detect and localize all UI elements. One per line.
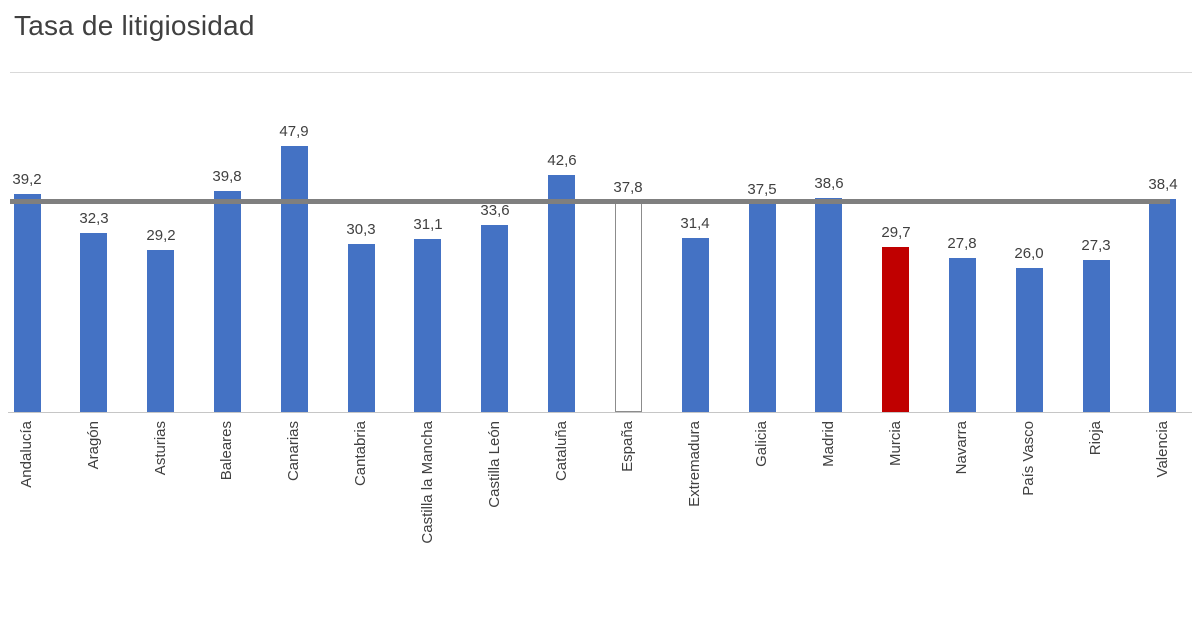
bar-navarra	[949, 258, 976, 412]
x-axis-label-andalucia: Andalucía	[18, 421, 35, 488]
bar-aragon	[80, 233, 107, 412]
x-axis-label-aragon: Aragón	[85, 421, 102, 470]
bar-value-label-murcia: 29,7	[881, 224, 911, 241]
bar-value-label-andalucia: 39,2	[12, 171, 42, 188]
bar-cataluna	[548, 175, 575, 412]
bar-value-label-navarra: 27,8	[947, 235, 977, 252]
bar-madrid	[815, 198, 842, 412]
bar-extremadura	[682, 238, 709, 412]
bar-castilla-la-mancha	[414, 239, 441, 412]
bar-rioja	[1083, 260, 1110, 412]
bar-cantabria	[348, 244, 375, 412]
x-axis-label-pais-vasco: País Vasco	[1020, 421, 1037, 496]
bar-value-label-galicia: 37,5	[747, 181, 777, 198]
x-axis-label-cantabria: Cantabria	[352, 421, 369, 487]
bar-value-label-valencia: 38,4	[1148, 176, 1178, 193]
bar-value-label-cataluna: 42,6	[547, 152, 577, 169]
x-axis-label-baleares: Baleares	[218, 421, 235, 481]
x-axis-label-rioja: Rioja	[1087, 421, 1104, 456]
bar-andalucia	[14, 194, 41, 412]
x-axis-label-cataluna: Cataluña	[553, 421, 570, 482]
title-separator	[10, 72, 1192, 73]
reference-line	[10, 199, 1170, 204]
bar-value-label-asturias: 29,2	[146, 227, 176, 244]
bar-value-label-castilla-la-mancha: 31,1	[413, 216, 443, 233]
bar-value-label-extremadura: 31,4	[680, 215, 710, 232]
bar-canarias	[281, 146, 308, 412]
x-axis-label-galicia: Galicia	[753, 421, 770, 467]
bar-murcia	[882, 247, 909, 412]
bar-value-label-espana: 37,8	[613, 179, 643, 196]
x-axis-line	[8, 412, 1192, 413]
bar-value-label-cantabria: 30,3	[346, 221, 376, 238]
x-axis-label-madrid: Madrid	[820, 421, 837, 467]
x-axis-label-navarra: Navarra	[953, 421, 970, 475]
x-axis-label-canarias: Canarias	[285, 421, 302, 482]
x-axis-label-castilla-la-mancha: Castilla la Mancha	[419, 421, 436, 544]
bar-pais-vasco	[1016, 268, 1043, 412]
x-axis-label-extremadura: Extremadura	[686, 421, 703, 507]
bar-value-label-baleares: 39,8	[212, 168, 242, 185]
x-axis-label-murcia: Murcia	[887, 421, 904, 467]
bar-value-label-madrid: 38,6	[814, 175, 844, 192]
bar-value-label-castilla-leon: 33,6	[480, 202, 510, 219]
bar-value-label-rioja: 27,3	[1081, 237, 1111, 254]
bar-value-label-aragon: 32,3	[79, 210, 109, 227]
chart-title: Tasa de litigiosidad	[14, 10, 255, 41]
bar-espana	[615, 202, 642, 412]
x-axis-label-espana: España	[619, 421, 636, 472]
bar-baleares	[214, 191, 241, 412]
bar-castilla-leon	[481, 225, 508, 412]
x-axis-label-valencia: Valencia	[1154, 421, 1171, 478]
bar-asturias	[147, 250, 174, 412]
bar-value-label-canarias: 47,9	[279, 123, 309, 140]
bar-valencia	[1149, 199, 1176, 412]
bar-galicia	[749, 204, 776, 412]
x-axis-label-asturias: Asturias	[152, 421, 169, 476]
x-axis-label-castilla-leon: Castilla León	[486, 421, 503, 508]
bar-value-label-pais-vasco: 26,0	[1014, 245, 1044, 262]
